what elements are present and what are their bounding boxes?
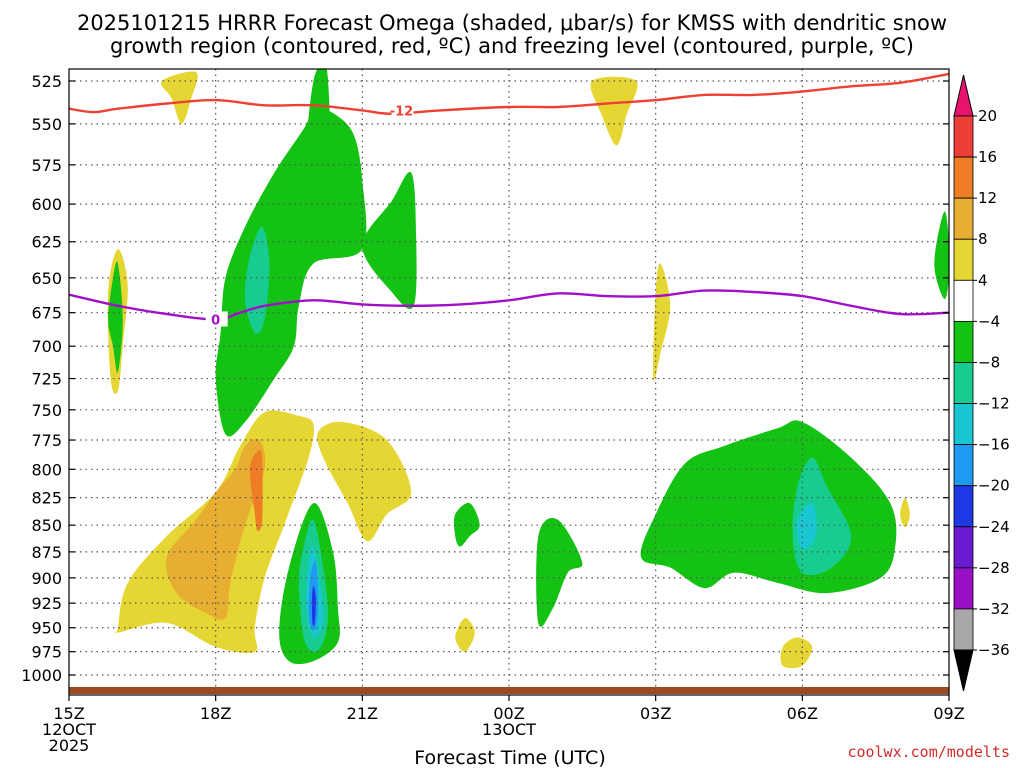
y-tick-label-900: 900 — [31, 569, 62, 588]
colorbar-swatch-2 — [953, 156, 974, 199]
colorbar-swatch-3 — [953, 197, 974, 240]
y-tick-label-750: 750 — [31, 401, 62, 420]
colorbar-swatch-5 — [953, 279, 974, 322]
colorbar-tick-label-11: −24 — [978, 518, 1010, 536]
x-tick-label-00Z-1: 00Z — [493, 704, 524, 723]
omega-plus8 — [165, 438, 266, 620]
chart-title-line-1: 2025101215 HRRR Forecast Omega (shaded, … — [77, 11, 947, 35]
y-tick-label-800: 800 — [31, 460, 62, 479]
omega-minus4-patch-1 — [362, 171, 417, 310]
colorbar-swatch-4 — [953, 238, 974, 281]
omega-minus20 — [311, 586, 316, 626]
y-tick-label-700: 700 — [31, 337, 62, 356]
colorbar-swatch-1 — [953, 115, 974, 158]
omega-minus4-upper — [215, 107, 367, 437]
colorbar-tick-label-7: −8 — [978, 353, 1000, 371]
omega-minus4-low-4 — [640, 420, 897, 594]
y-tick-label-850: 850 — [31, 516, 62, 535]
colorbar-tick-label-14: −36 — [978, 641, 1010, 659]
x-tick-label-15Z-3: 2025 — [49, 736, 90, 755]
x-tick-label-15Z-1: 15Z — [53, 704, 84, 723]
x-tick-label-09Z-1: 09Z — [933, 704, 964, 723]
omega-shading-layer — [107, 69, 949, 669]
y-tick-label-825: 825 — [31, 489, 62, 508]
omega-minus4-patch-2 — [108, 261, 123, 373]
y-tick-label-975: 975 — [31, 643, 62, 662]
ground-surface-bar — [69, 687, 949, 694]
colorbar-swatch-6 — [953, 320, 974, 363]
y-tick-label-625: 625 — [31, 233, 62, 252]
omega-plus4-2 — [653, 263, 671, 381]
y-tick-label-925: 925 — [31, 594, 62, 613]
colorbar-swatch-13 — [953, 608, 974, 651]
y-tick-label-1000: 1000 — [21, 666, 62, 685]
colorbar: 20 16 12 8 4 −4 −8 −12 −16 −20 −24 −28 −32 −36 — [953, 74, 1010, 692]
y-tick-label-650: 650 — [31, 269, 62, 288]
colorbar-top-arrow — [953, 74, 974, 117]
omega-minus4-low-3 — [536, 517, 583, 627]
colorbar-swatch-12 — [953, 567, 974, 610]
colorbar-tick-label-12: −28 — [978, 559, 1010, 577]
colorbar-bottom-arrow — [953, 649, 974, 692]
colorbar-swatch-11 — [953, 526, 974, 569]
chart-title-line-2: growth region (contoured, red, ºC) and f… — [110, 34, 914, 58]
colorbar-tick-label-3: 12 — [978, 189, 997, 207]
colorbar-swatch-9 — [953, 444, 974, 487]
x-tick-label-00Z-2: 13OCT — [482, 720, 536, 739]
omega-plus4-3 — [900, 497, 910, 528]
contour-label-0: 0 — [211, 313, 220, 328]
x-tick-label-06Z-1: 06Z — [787, 704, 818, 723]
x-axis-label: Forecast Time (UTC) — [414, 747, 605, 768]
y-tick-label-600: 600 — [31, 195, 62, 214]
x-tick-label-15Z-2: 12OCT — [42, 720, 96, 739]
colorbar-tick-label-6: −4 — [978, 312, 1000, 330]
contour-layer: -12 0 — [69, 72, 949, 328]
y-tick-label-775: 775 — [31, 431, 62, 450]
contour--12 — [69, 72, 949, 116]
omega-plus4-low-3 — [455, 617, 475, 652]
omega-minus4-patch-3 — [934, 211, 949, 300]
plot-grid — [69, 69, 949, 695]
y-axis-ticks: 525 550 575 600 625 650 675 700 725 750 775 800 825 8… — [21, 72, 949, 685]
y-tick-label-525: 525 — [31, 72, 62, 91]
colorbar-tick-label-9: −16 — [978, 436, 1010, 454]
y-tick-label-950: 950 — [31, 619, 62, 638]
credit-link[interactable]: coolwx.com/modelts — [847, 743, 1010, 761]
y-tick-label-675: 675 — [31, 304, 62, 323]
colorbar-tick-label-1: 20 — [978, 107, 997, 125]
y-tick-label-575: 575 — [31, 156, 62, 175]
omega-plus4-low-2 — [317, 421, 412, 542]
colorbar-swatch-10 — [953, 485, 974, 528]
omega-plus4-cap-2 — [590, 76, 638, 146]
contour-label-bg-0 — [205, 311, 228, 327]
x-tick-label-21Z-1: 21Z — [347, 704, 378, 723]
omega-minus4-upper-stem — [307, 69, 330, 148]
colorbar-tick-label-13: −32 — [978, 600, 1010, 618]
y-tick-label-725: 725 — [31, 370, 62, 389]
colorbar-tick-label-5: 4 — [978, 271, 988, 289]
omega-plus4-cap-1 — [160, 71, 198, 124]
y-tick-label-550: 550 — [31, 115, 62, 134]
omega-plus12 — [249, 449, 263, 531]
y-tick-label-875: 875 — [31, 543, 62, 562]
omega-plus4-low-4 — [780, 637, 813, 669]
contour-label-bg--12 — [391, 102, 414, 118]
colorbar-swatch-7 — [953, 362, 974, 404]
x-tick-label-18Z-1: 18Z — [200, 704, 231, 723]
colorbar-tick-label-8: −12 — [978, 395, 1010, 413]
colorbar-tick-label-2: 16 — [978, 148, 997, 166]
omega-minus4-low-2 — [453, 502, 480, 547]
colorbar-swatch-8 — [953, 403, 974, 446]
colorbar-tick-label-4: 8 — [978, 230, 988, 248]
x-tick-label-03Z-1: 03Z — [640, 704, 671, 723]
colorbar-tick-label-10: −20 — [978, 477, 1010, 495]
contour-label--12: -12 — [390, 104, 414, 119]
